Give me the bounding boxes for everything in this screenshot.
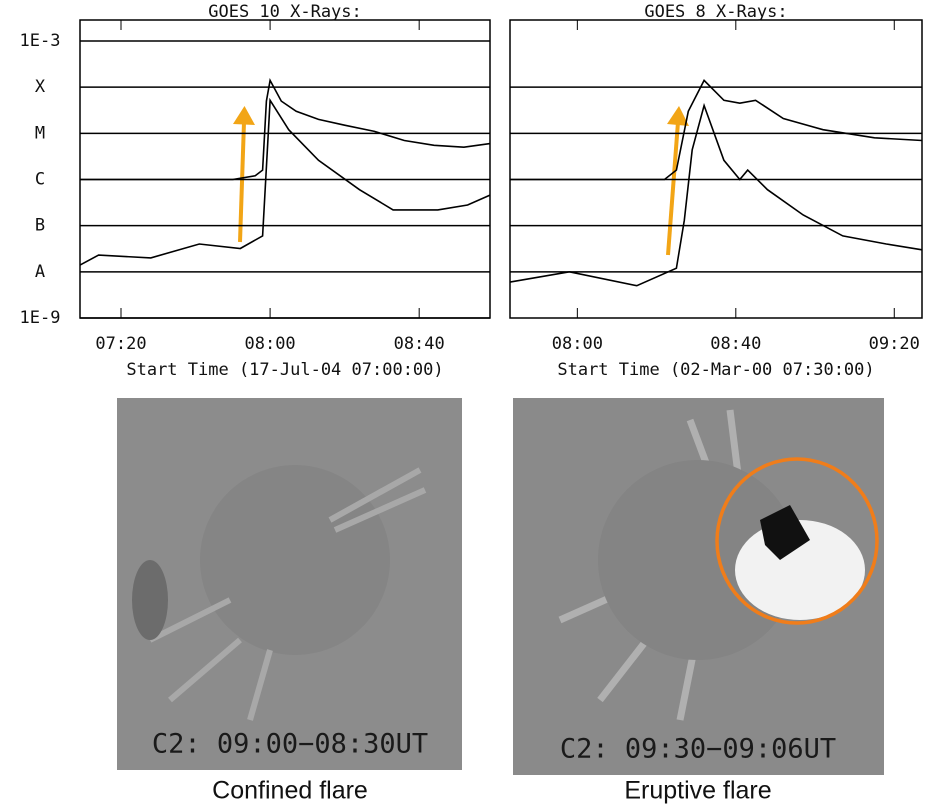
plot-frame — [509, 19, 923, 319]
chart-title: GOES 8 X-Rays: — [644, 2, 787, 22]
x-axis-label: Start Time (02-Mar-00 07:30:00) — [557, 360, 874, 380]
y-tick-label: X — [35, 77, 46, 97]
x-tick-label: 07:20 — [95, 334, 146, 354]
x-tick-label: 08:00 — [552, 334, 603, 354]
y-tick-label: B — [35, 216, 45, 236]
x-tick-label: 08:40 — [394, 334, 445, 354]
y-tick-label: A — [35, 262, 45, 282]
coronagraph-image — [513, 398, 884, 775]
chart-title: GOES 10 X-Rays: — [208, 2, 362, 22]
annotation-arrow — [233, 106, 689, 256]
x-tick-label: 08:40 — [710, 334, 761, 354]
data-line — [510, 79, 923, 181]
image-label: C2: 09:30−09:06UT — [560, 734, 836, 765]
plot-frame — [79, 19, 491, 319]
image-label: C2: 09:00−08:30UT — [152, 729, 428, 760]
x-tick-label: 08:00 — [244, 334, 295, 354]
data-line — [509, 102, 923, 287]
y-tick-label: C — [35, 170, 45, 190]
data-line — [80, 78, 491, 181]
coronagraph-image — [117, 398, 462, 770]
y-tick-label: 1E-3 — [20, 31, 61, 51]
x-tick-label: 09:20 — [869, 334, 920, 354]
y-tick-label: 1E-9 — [20, 308, 61, 328]
data-line — [79, 97, 491, 266]
x-axis-label: Start Time (17-Jul-04 07:00:00) — [126, 360, 443, 380]
image-caption: Eruptive flare — [624, 777, 771, 805]
y-tick-label: M — [35, 123, 45, 143]
image-caption: Confined flare — [212, 777, 368, 805]
